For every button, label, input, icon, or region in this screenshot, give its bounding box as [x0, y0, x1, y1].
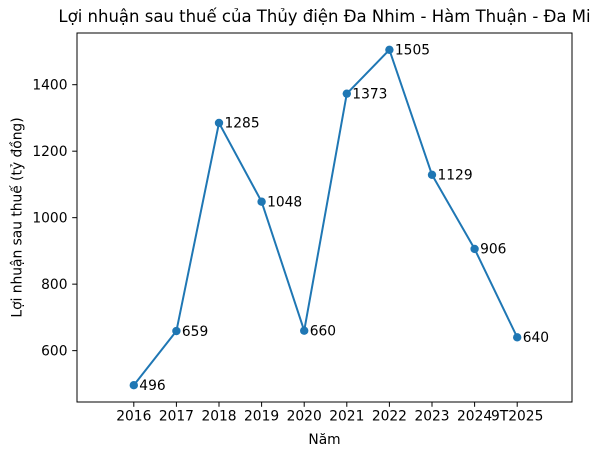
data-point	[129, 381, 138, 390]
data-point-label: 1129	[438, 168, 473, 184]
chart-title: Lợi nhuận sau thuế của Thủy điện Đa Nhim…	[58, 7, 590, 26]
y-tick-label: 1000	[32, 211, 67, 227]
data-point-label: 906	[480, 242, 506, 258]
x-axis-label: Năm	[308, 432, 340, 448]
data-point-label: 496	[139, 378, 165, 394]
data-point	[470, 244, 479, 254]
y-tick-label: 1400	[32, 78, 67, 94]
data-point-label: 640	[523, 330, 549, 346]
x-tick-label: 9T2025	[491, 409, 543, 425]
data-point-label: 1505	[395, 43, 430, 59]
data-point	[257, 197, 266, 206]
data-point	[172, 326, 181, 336]
y-tick-label: 600	[41, 344, 67, 360]
plot-area: 2016 2017 2018 2019 2020 2021 2022 2023 20249T20…	[32, 32, 573, 425]
x-tick-label: 2022	[372, 409, 407, 425]
y-axis-label: Lợi nhuận sau thuế (tỷ đồng)	[9, 117, 26, 317]
x-tick-label: 2018	[201, 409, 236, 425]
x-tick-label: 2020	[287, 409, 322, 425]
data-point	[513, 333, 522, 342]
data-point-label: 1048	[267, 195, 302, 211]
data-point-label: 1285	[225, 116, 260, 132]
x-tick-label: 2021	[329, 409, 364, 425]
data-point	[300, 326, 309, 335]
x-tick-label: 2024	[457, 409, 492, 425]
series-line	[133, 48, 519, 386]
data-point	[342, 89, 351, 98]
x-tick-label: 2017	[159, 409, 194, 425]
data-point-label: 659	[182, 324, 208, 340]
data-point-label: 660	[310, 323, 336, 339]
y-tick-label: 1200	[32, 144, 67, 160]
x-tick-label: 2023	[414, 409, 449, 425]
x-tick-label: 2016	[116, 409, 151, 425]
data-point-label: 1373	[352, 86, 387, 102]
x-tick-label: 2019	[244, 409, 279, 425]
data-point	[385, 45, 394, 54]
data-point	[427, 170, 437, 179]
data-point	[214, 118, 224, 128]
y-tick-label: 800	[41, 277, 67, 293]
